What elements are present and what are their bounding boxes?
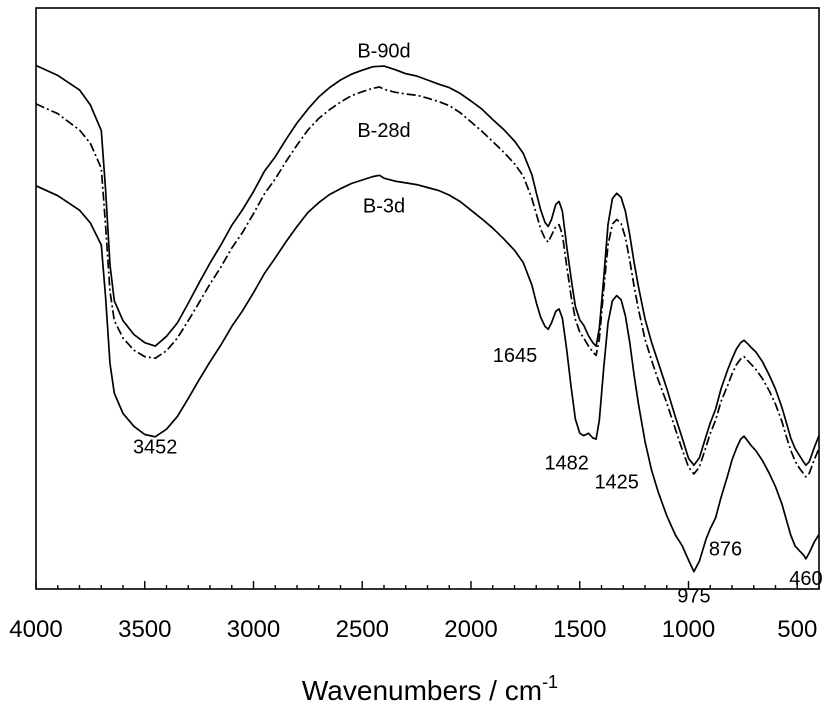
- x-tick-label: 3500: [118, 616, 171, 643]
- x-axis-label: Wavenumbers / cm-1: [302, 672, 558, 706]
- x-tick-label: 2000: [444, 616, 497, 643]
- x-tick-label: 2500: [336, 616, 389, 643]
- x-axis-label-superscript: -1: [542, 672, 558, 692]
- x-axis-tick-labels: 4000 3500 3000 2500 2000 1500 1000 500: [9, 616, 817, 643]
- peak-label-1482: 1482: [544, 452, 589, 474]
- peak-label-876: 876: [709, 538, 742, 560]
- series-label-b-3d: B-3d: [363, 196, 405, 218]
- x-tick-label: 1000: [662, 616, 715, 643]
- x-tick-label: 1500: [553, 616, 606, 643]
- plot-border: [35, 7, 820, 590]
- series-line-b-90d: [35, 64, 820, 467]
- x-tick-label: 3000: [227, 616, 280, 643]
- peak-label-1425: 1425: [594, 472, 639, 494]
- series-label-b-90d: B-90d: [357, 40, 410, 62]
- x-axis-ticks: [35, 581, 820, 589]
- x-tick-label: 500: [777, 616, 817, 643]
- series-group: [35, 64, 820, 573]
- series-line-b-3d: [35, 174, 820, 573]
- series-label-b-28d: B-28d: [357, 120, 410, 142]
- peak-label-460: 460: [789, 568, 822, 590]
- peak-label-975: 975: [677, 585, 710, 607]
- plot-frame: [35, 7, 820, 590]
- peak-label-1645: 1645: [493, 345, 538, 367]
- x-axis-label-text: Wavenumbers / cm: [302, 675, 542, 706]
- peak-label-3452: 3452: [133, 437, 178, 459]
- series-line-b-28d: [35, 86, 820, 478]
- x-tick-label: 4000: [9, 616, 62, 643]
